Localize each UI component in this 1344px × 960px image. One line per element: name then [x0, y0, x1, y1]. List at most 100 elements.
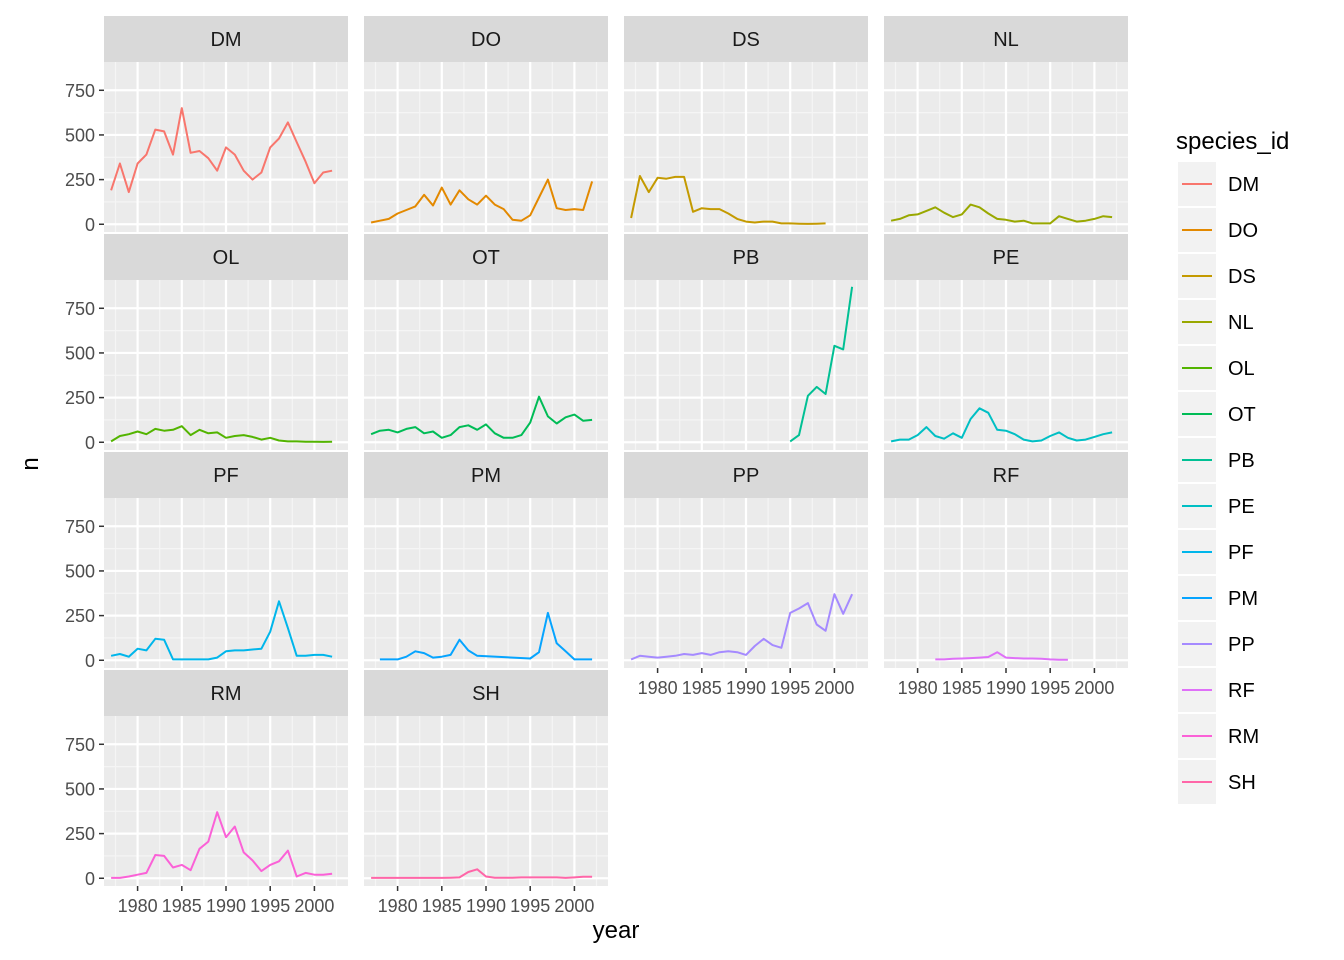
- x-tick-label: 1985: [162, 896, 202, 916]
- facet-strip-label: DS: [732, 29, 760, 51]
- legend-label: DM: [1228, 174, 1259, 196]
- series-line-DM: [110, 107, 333, 194]
- series-line-RF: [935, 651, 1068, 661]
- legend-label: DS: [1228, 266, 1256, 288]
- facet-OT: OT: [364, 234, 608, 450]
- x-tick-label: 1985: [682, 678, 722, 698]
- facet-strip-label: RF: [993, 465, 1020, 487]
- x-tick-label: 1985: [422, 896, 462, 916]
- facet-RF: RF 1980 1985 1990 1995 2000: [884, 452, 1128, 698]
- y-axis-title: n: [17, 457, 44, 470]
- facet-PE: PE: [884, 234, 1128, 450]
- y-tick-label: 750: [65, 735, 95, 755]
- facet-PB: PB: [624, 234, 868, 450]
- legend-label: PM: [1228, 588, 1258, 610]
- legend-item-PE: PE: [1178, 484, 1255, 528]
- facet-strip: [364, 452, 608, 498]
- facet-strip-label: OL: [213, 247, 240, 269]
- facet-NL: NL: [884, 16, 1128, 232]
- facet-DS: DS: [624, 16, 868, 232]
- y-tick-label: 0: [85, 215, 95, 235]
- x-tick-label: 1980: [378, 896, 418, 916]
- legend-item-OT: OT: [1178, 392, 1256, 436]
- facet-strip: [364, 16, 608, 62]
- series-line-NL: [890, 203, 1113, 225]
- facet-strip: [884, 234, 1128, 280]
- x-tick-label: 2000: [814, 678, 854, 698]
- x-tick-label: 1980: [898, 678, 938, 698]
- facet-strip: [884, 16, 1128, 62]
- series-line-OT: [370, 395, 593, 439]
- facet-strip: [624, 234, 868, 280]
- facet-strip-label: PP: [733, 465, 760, 487]
- legend-item-RM: RM: [1178, 714, 1259, 758]
- facet-strip-label: PF: [213, 465, 239, 487]
- series-line-RM: [111, 811, 333, 879]
- y-tick-label: 500: [65, 343, 95, 363]
- x-tick-label: 2000: [554, 896, 594, 916]
- legend-label: PF: [1228, 542, 1254, 564]
- y-tick-label: 500: [65, 561, 95, 581]
- legend-label: PB: [1228, 450, 1255, 472]
- facet-strip: [104, 234, 348, 280]
- legend-item-DS: DS: [1178, 254, 1256, 298]
- facet-strip-label: OT: [472, 247, 500, 269]
- y-tick-label: 750: [65, 299, 95, 319]
- facet-RM: RM 0 250 500 750 1980 1985 1990 1995 2000: [65, 670, 348, 916]
- y-tick-label: 750: [65, 81, 95, 101]
- facet-strip-label: PB: [733, 247, 760, 269]
- facet-strip: [884, 452, 1128, 498]
- facet-strip: [624, 452, 868, 498]
- facet-strip-label: DM: [210, 29, 241, 51]
- facet-strip: [104, 452, 348, 498]
- facet-strip: [104, 16, 348, 62]
- legend-item-OL: OL: [1178, 346, 1255, 390]
- x-tick-label: 1985: [942, 678, 982, 698]
- legend-item-SH: SH: [1178, 760, 1256, 804]
- legend-item-DM: DM: [1178, 162, 1259, 206]
- x-tick-label: 1990: [726, 678, 766, 698]
- legend-label: RF: [1228, 680, 1255, 702]
- legend-label: RM: [1228, 726, 1259, 748]
- x-tick-label: 1990: [206, 896, 246, 916]
- facet-strip-label: NL: [993, 29, 1019, 51]
- facet-strip-label: SH: [472, 683, 500, 705]
- legend-label: DO: [1228, 220, 1258, 242]
- x-tick-label: 1980: [118, 896, 158, 916]
- y-tick-label: 250: [65, 824, 95, 844]
- facet-strip-label: RM: [210, 683, 241, 705]
- facet-strip: [364, 234, 608, 280]
- facet-DM: DM 0 250 500 750: [65, 16, 348, 235]
- series-line-SH: [371, 868, 593, 879]
- x-axis-title: year: [593, 917, 640, 944]
- series-line-PB: [789, 286, 854, 443]
- y-tick-label: 250: [65, 606, 95, 626]
- x-tick-label: 2000: [294, 896, 334, 916]
- series-line-DS: [630, 175, 826, 225]
- facet-PP: PP 1980 1985 1990 1995 2000: [624, 452, 868, 698]
- y-tick-label: 500: [65, 779, 95, 799]
- facet-strip-label: PE: [993, 247, 1020, 269]
- legend-item-PP: PP: [1178, 622, 1255, 666]
- legend-label: NL: [1228, 312, 1254, 334]
- facet-DO: DO: [364, 16, 608, 232]
- series-line-PE: [890, 407, 1113, 443]
- x-tick-label: 1995: [770, 678, 810, 698]
- legend-label: SH: [1228, 772, 1256, 794]
- x-tick-label: 1980: [638, 678, 678, 698]
- y-tick-label: 0: [85, 433, 95, 453]
- facet-panels: DM 0 250 500 750 DO DS NL OL 0 250 500 750 OT PB PE PF 0 2…: [65, 16, 1128, 916]
- y-tick-label: 0: [85, 651, 95, 671]
- facet-strip: [104, 670, 348, 716]
- legend-title: species_id: [1176, 128, 1289, 155]
- legend-label: PE: [1228, 496, 1255, 518]
- series-line-PM: [379, 611, 593, 661]
- legend-label: OT: [1228, 404, 1256, 426]
- legend-item-RF: RF: [1178, 668, 1255, 712]
- x-tick-label: 1995: [250, 896, 290, 916]
- x-tick-label: 1990: [986, 678, 1026, 698]
- legend-item-PM: PM: [1178, 576, 1258, 620]
- legend-item-DO: DO: [1178, 208, 1258, 252]
- facet-strip-label: PM: [471, 465, 501, 487]
